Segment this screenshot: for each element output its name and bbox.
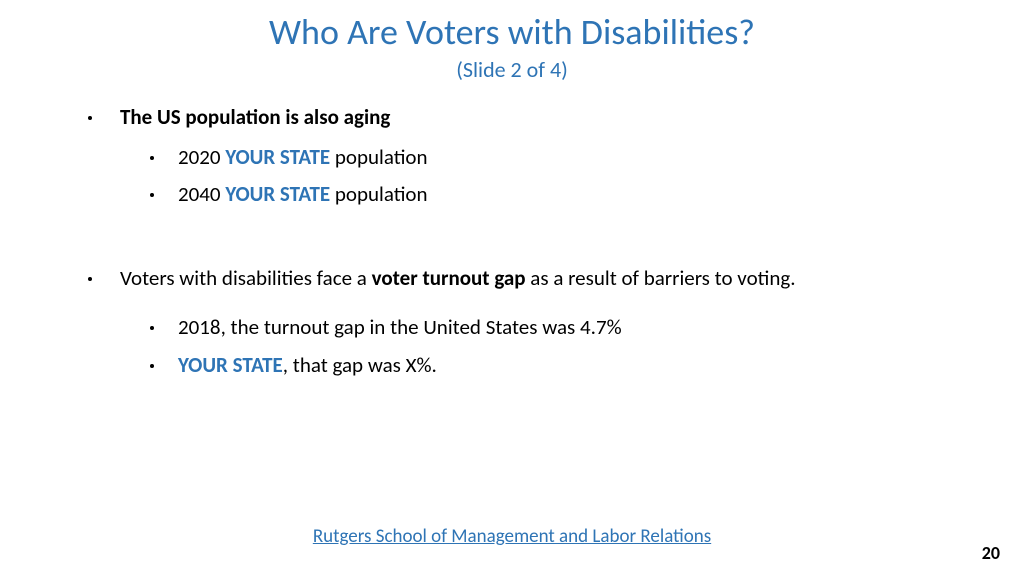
bullet-1-text: The US population is also aging [120,101,390,135]
bullet-2: Voters with disabilities face a voter tu… [88,262,964,296]
bullet-2b-text: YOUR STATE, that gap was X%. [178,349,437,383]
content-area: The US population is also aging 2020 YOU… [0,83,1024,383]
bullet-dot-icon [88,116,92,120]
bullet-1b: 2040 YOUR STATE population [150,178,964,212]
bullet-dot-icon [150,364,154,368]
slide-title: Who Are Voters with Disabilities? [0,10,1024,54]
slide-subtitle: (Slide 2 of 4) [0,56,1024,83]
bullet-dot-icon [150,326,154,330]
bullet-dot-icon [150,156,154,160]
bullet-1b-text: 2040 YOUR STATE population [178,178,428,212]
bullet-2b: YOUR STATE, that gap was X%. [150,349,964,383]
bullet-2-text: Voters with disabilities face a voter tu… [120,262,796,296]
bullet-1a: 2020 YOUR STATE population [150,141,964,175]
state-placeholder: YOUR STATE [178,352,283,378]
bullet-2a: 2018, the turnout gap in the United Stat… [150,311,964,345]
bullet-1: The US population is also aging [88,101,964,135]
bullet-1a-text: 2020 YOUR STATE population [178,141,428,175]
state-placeholder: YOUR STATE [225,144,330,170]
footer-link[interactable]: Rutgers School of Management and Labor R… [0,525,1024,548]
title-block: Who Are Voters with Disabilities? (Slide… [0,0,1024,83]
bullet-dot-icon [88,277,92,281]
page-number: 20 [982,542,1000,564]
bullet-2a-text: 2018, the turnout gap in the United Stat… [178,311,622,345]
state-placeholder: YOUR STATE [225,181,330,207]
footer-link-text: Rutgers School of Management and Labor R… [313,525,711,548]
bullet-dot-icon [150,193,154,197]
